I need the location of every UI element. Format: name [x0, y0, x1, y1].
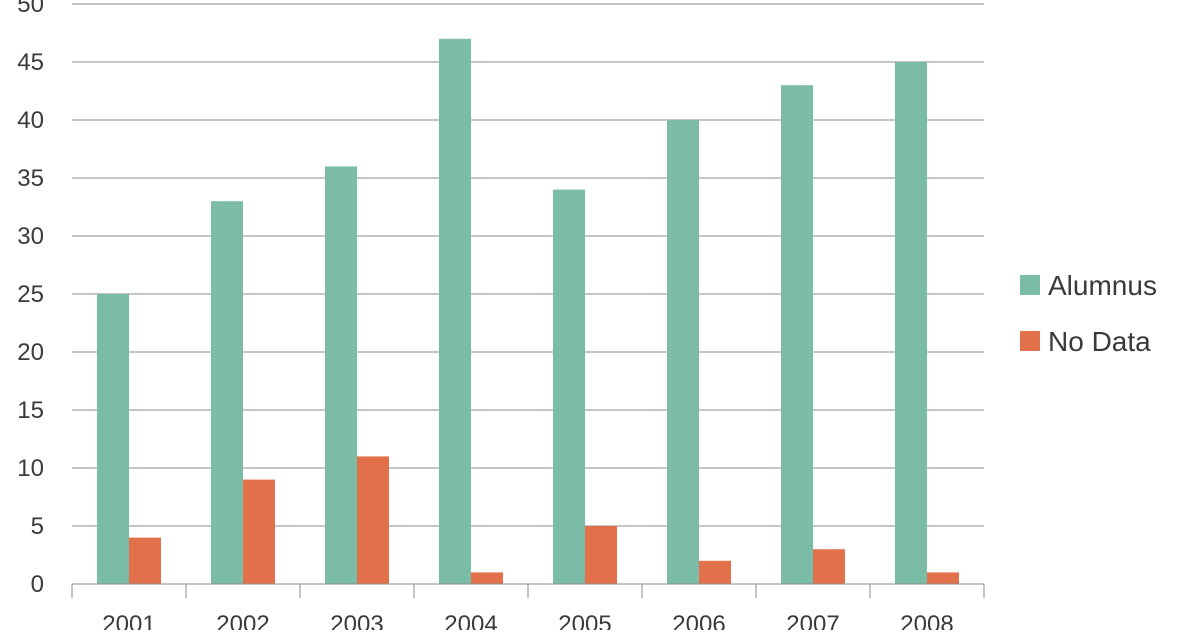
bar-no-data: [699, 560, 731, 584]
bar-alumnus: [781, 85, 813, 584]
y-tick-label: 20: [17, 339, 44, 366]
bar-no-data: [585, 526, 617, 584]
legend-label: Alumnus: [1048, 270, 1157, 301]
y-tick-label: 5: [31, 513, 44, 540]
legend-swatch: [1020, 331, 1040, 351]
x-tick-label: 2006: [672, 611, 725, 630]
bar-no-data: [813, 549, 845, 584]
x-tick-label: 2004: [444, 611, 497, 630]
bar-alumnus: [211, 201, 243, 584]
bar-alumnus: [553, 189, 585, 584]
y-tick-label: 30: [17, 223, 44, 250]
x-tick-label: 2003: [330, 611, 383, 630]
bar-alumnus: [325, 166, 357, 584]
y-tick-label: 0: [31, 571, 44, 598]
bars: [97, 38, 959, 585]
y-tick-label: 25: [17, 281, 44, 308]
x-tick-label: 2002: [216, 611, 269, 630]
y-tick-label: 10: [17, 455, 44, 482]
axes: 0 5 10 15 20 25 30 35 40 45 50 2001 2002 2003 2004 2005…: [17, 0, 985, 635]
bar-no-data: [129, 537, 161, 584]
y-tick-label: 35: [17, 165, 44, 192]
y-tick-label: 45: [17, 49, 44, 76]
legend-swatch: [1020, 275, 1040, 295]
legend-label: No Data: [1048, 326, 1151, 357]
bar-alumnus: [97, 294, 129, 584]
bar-alumnus: [895, 62, 927, 584]
bar-no-data: [243, 479, 275, 584]
y-tick-label: 40: [17, 107, 44, 134]
legend: Alumnus No Data: [1020, 270, 1157, 357]
bar-no-data: [927, 572, 959, 584]
x-tick-label: 2001: [102, 611, 155, 630]
y-tick-label: 15: [17, 397, 44, 424]
x-tick-label: 2008: [900, 611, 953, 630]
gridlines: [72, 3, 984, 527]
bar-no-data: [357, 456, 389, 584]
y-tick-label: 50: [17, 0, 44, 18]
x-tick-label: 2007: [786, 611, 839, 630]
bar-no-data: [471, 572, 503, 584]
x-tick-label: 2005: [558, 611, 611, 630]
bar-alumnus: [439, 38, 471, 585]
bar-alumnus: [667, 120, 699, 584]
